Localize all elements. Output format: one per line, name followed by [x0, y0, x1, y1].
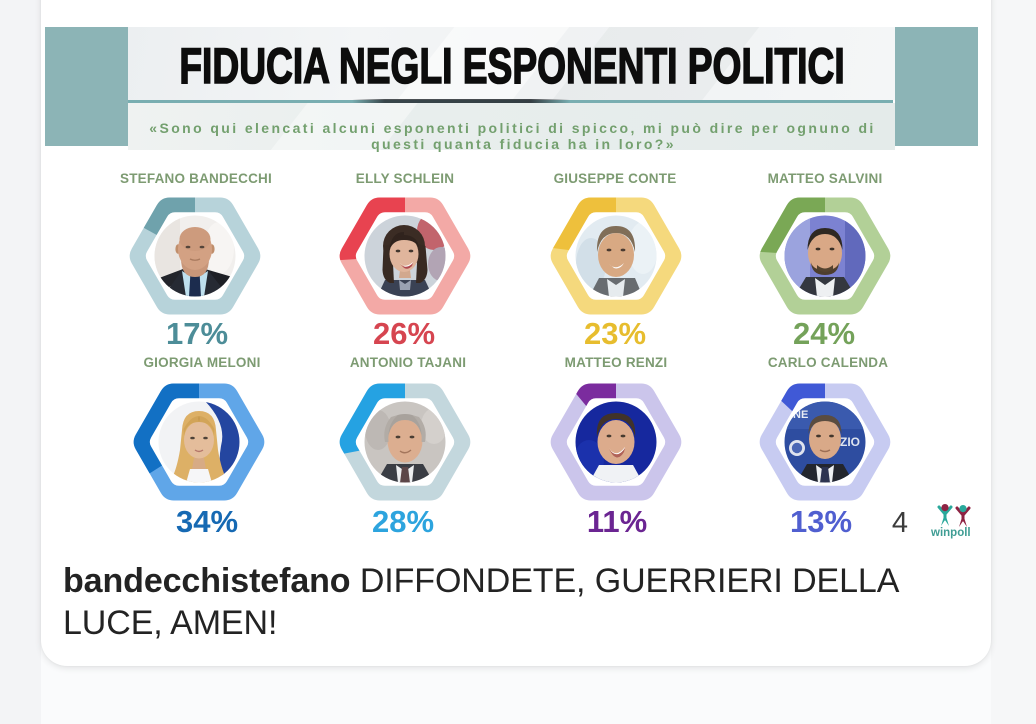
svg-text:ZIO: ZIO	[840, 435, 860, 449]
svg-text:winpoll: winpoll	[930, 527, 971, 539]
